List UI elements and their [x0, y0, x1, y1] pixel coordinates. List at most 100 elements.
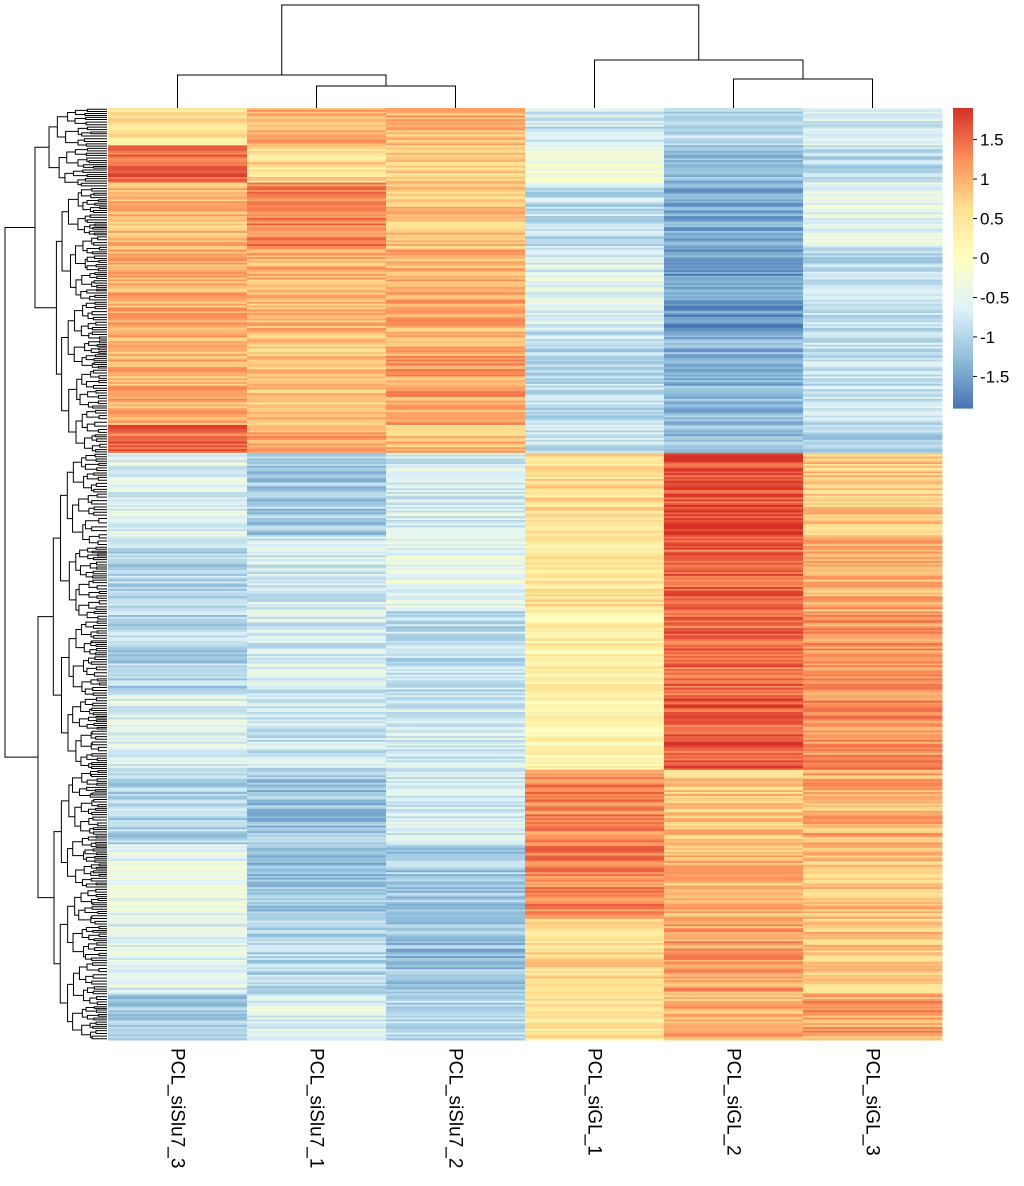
- color-legend-strip: [953, 334, 973, 337]
- heatmap-cell: [247, 363, 387, 366]
- heatmap-cell: [803, 417, 943, 420]
- heatmap-cell: [386, 915, 526, 918]
- heatmap-cell: [108, 458, 248, 461]
- row-dendrogram-link: [86, 108, 107, 113]
- heatmap-cell: [803, 296, 943, 299]
- heatmap-cell: [525, 633, 665, 637]
- heatmap-cell: [247, 253, 387, 256]
- row-dendrogram-link: [90, 193, 107, 199]
- heatmap-cell: [803, 1023, 943, 1026]
- heatmap-cell: [247, 266, 387, 269]
- row-dendrogram-link: [80, 291, 90, 299]
- heatmap-cell: [525, 277, 665, 280]
- color-legend-strip: [953, 376, 973, 379]
- color-legend-strip: [953, 232, 973, 235]
- heatmap-cell: [247, 119, 387, 122]
- heatmap-cell: [108, 484, 248, 487]
- heatmap-cell: [247, 1008, 387, 1011]
- heatmap-cell: [664, 779, 804, 782]
- heatmap-cell: [247, 516, 387, 519]
- heatmap-cell: [247, 859, 387, 862]
- heatmap-cell: [664, 460, 804, 463]
- row-dendrogram-link: [80, 892, 92, 903]
- heatmap-cell: [664, 889, 804, 892]
- heatmap-cell: [247, 162, 387, 165]
- heatmap-cell: [803, 337, 943, 340]
- heatmap-cell: [664, 270, 804, 273]
- heatmap-cell: [108, 764, 248, 767]
- heatmap-cell: [386, 672, 526, 676]
- heatmap-cell: [525, 799, 665, 802]
- heatmap-cell: [803, 892, 943, 896]
- heatmap-cell: [386, 471, 526, 474]
- row-dendrogram-link: [84, 343, 92, 352]
- heatmap-cell: [525, 682, 665, 685]
- heatmap-cell: [803, 454, 943, 458]
- heatmap-cell: [664, 521, 804, 525]
- heatmap-cell: [108, 683, 248, 687]
- heatmap-cell: [108, 758, 248, 761]
- heatmap-cell: [386, 199, 526, 202]
- heatmap-cell: [108, 303, 248, 307]
- heatmap-cell: [247, 227, 387, 230]
- row-dendrogram-link: [98, 682, 107, 686]
- heatmap-cell: [108, 1013, 248, 1017]
- heatmap-cell: [247, 559, 387, 562]
- heatmap-cell: [664, 887, 804, 890]
- heatmap-cell: [664, 525, 804, 528]
- heatmap-cell: [386, 598, 526, 601]
- row-dendrogram-link: [97, 395, 107, 399]
- heatmap-cell: [664, 883, 804, 886]
- heatmap-cell: [108, 670, 248, 674]
- heatmap-cell: [803, 646, 943, 650]
- heatmap-cell: [525, 456, 665, 459]
- heatmap-cell: [664, 406, 804, 409]
- heatmap-cell: [803, 670, 943, 674]
- heatmap-cell: [386, 473, 526, 476]
- heatmap-cell: [108, 600, 248, 603]
- heatmap-cell: [525, 344, 665, 348]
- heatmap-cell: [525, 587, 665, 590]
- heatmap-cell: [108, 1002, 248, 1006]
- heatmap-cell: [525, 316, 665, 320]
- row-dendrogram-link: [4, 226, 38, 758]
- heatmap-cell: [247, 257, 387, 260]
- heatmap-cell: [803, 711, 943, 715]
- heatmap-cell: [247, 296, 387, 299]
- heatmap-cell: [803, 518, 943, 521]
- heatmap-cell: [525, 290, 665, 294]
- heatmap-cell: [803, 637, 943, 640]
- heatmap-cell: [108, 160, 248, 163]
- heatmap-cell: [664, 480, 804, 484]
- heatmap-cell: [664, 862, 804, 866]
- row-dendrogram-link: [67, 111, 76, 122]
- heatmap-cell: [386, 931, 526, 935]
- color-legend-strip: [953, 290, 973, 293]
- heatmap-cell: [664, 697, 804, 700]
- heatmap-cell: [108, 227, 248, 230]
- heatmap-cell: [803, 961, 943, 965]
- heatmap-cell: [525, 1004, 665, 1007]
- row-dendrogram-link: [87, 495, 98, 503]
- heatmap-cell: [247, 428, 387, 431]
- heatmap-cell: [108, 765, 248, 769]
- heatmap-cell: [525, 771, 665, 774]
- heatmap-cell: [525, 980, 665, 983]
- heatmap-cell: [525, 553, 665, 556]
- heatmap-cell: [108, 352, 248, 355]
- heatmap-cell: [386, 568, 526, 571]
- heatmap-cell: [108, 747, 248, 750]
- heatmap-cell: [386, 523, 526, 527]
- row-dendrogram-link: [96, 561, 107, 566]
- heatmap-cell: [247, 122, 387, 126]
- heatmap-cell: [386, 780, 526, 784]
- heatmap-cell: [525, 421, 665, 424]
- heatmap-cell: [803, 868, 943, 871]
- heatmap-cell: [803, 793, 943, 797]
- color-legend-strip: [953, 118, 973, 121]
- row-dendrogram-link: [89, 563, 97, 569]
- heatmap-cell: [108, 523, 248, 527]
- heatmap-cell: [247, 736, 387, 739]
- heatmap-cell: [525, 697, 665, 700]
- color-legend-strip: [953, 324, 973, 327]
